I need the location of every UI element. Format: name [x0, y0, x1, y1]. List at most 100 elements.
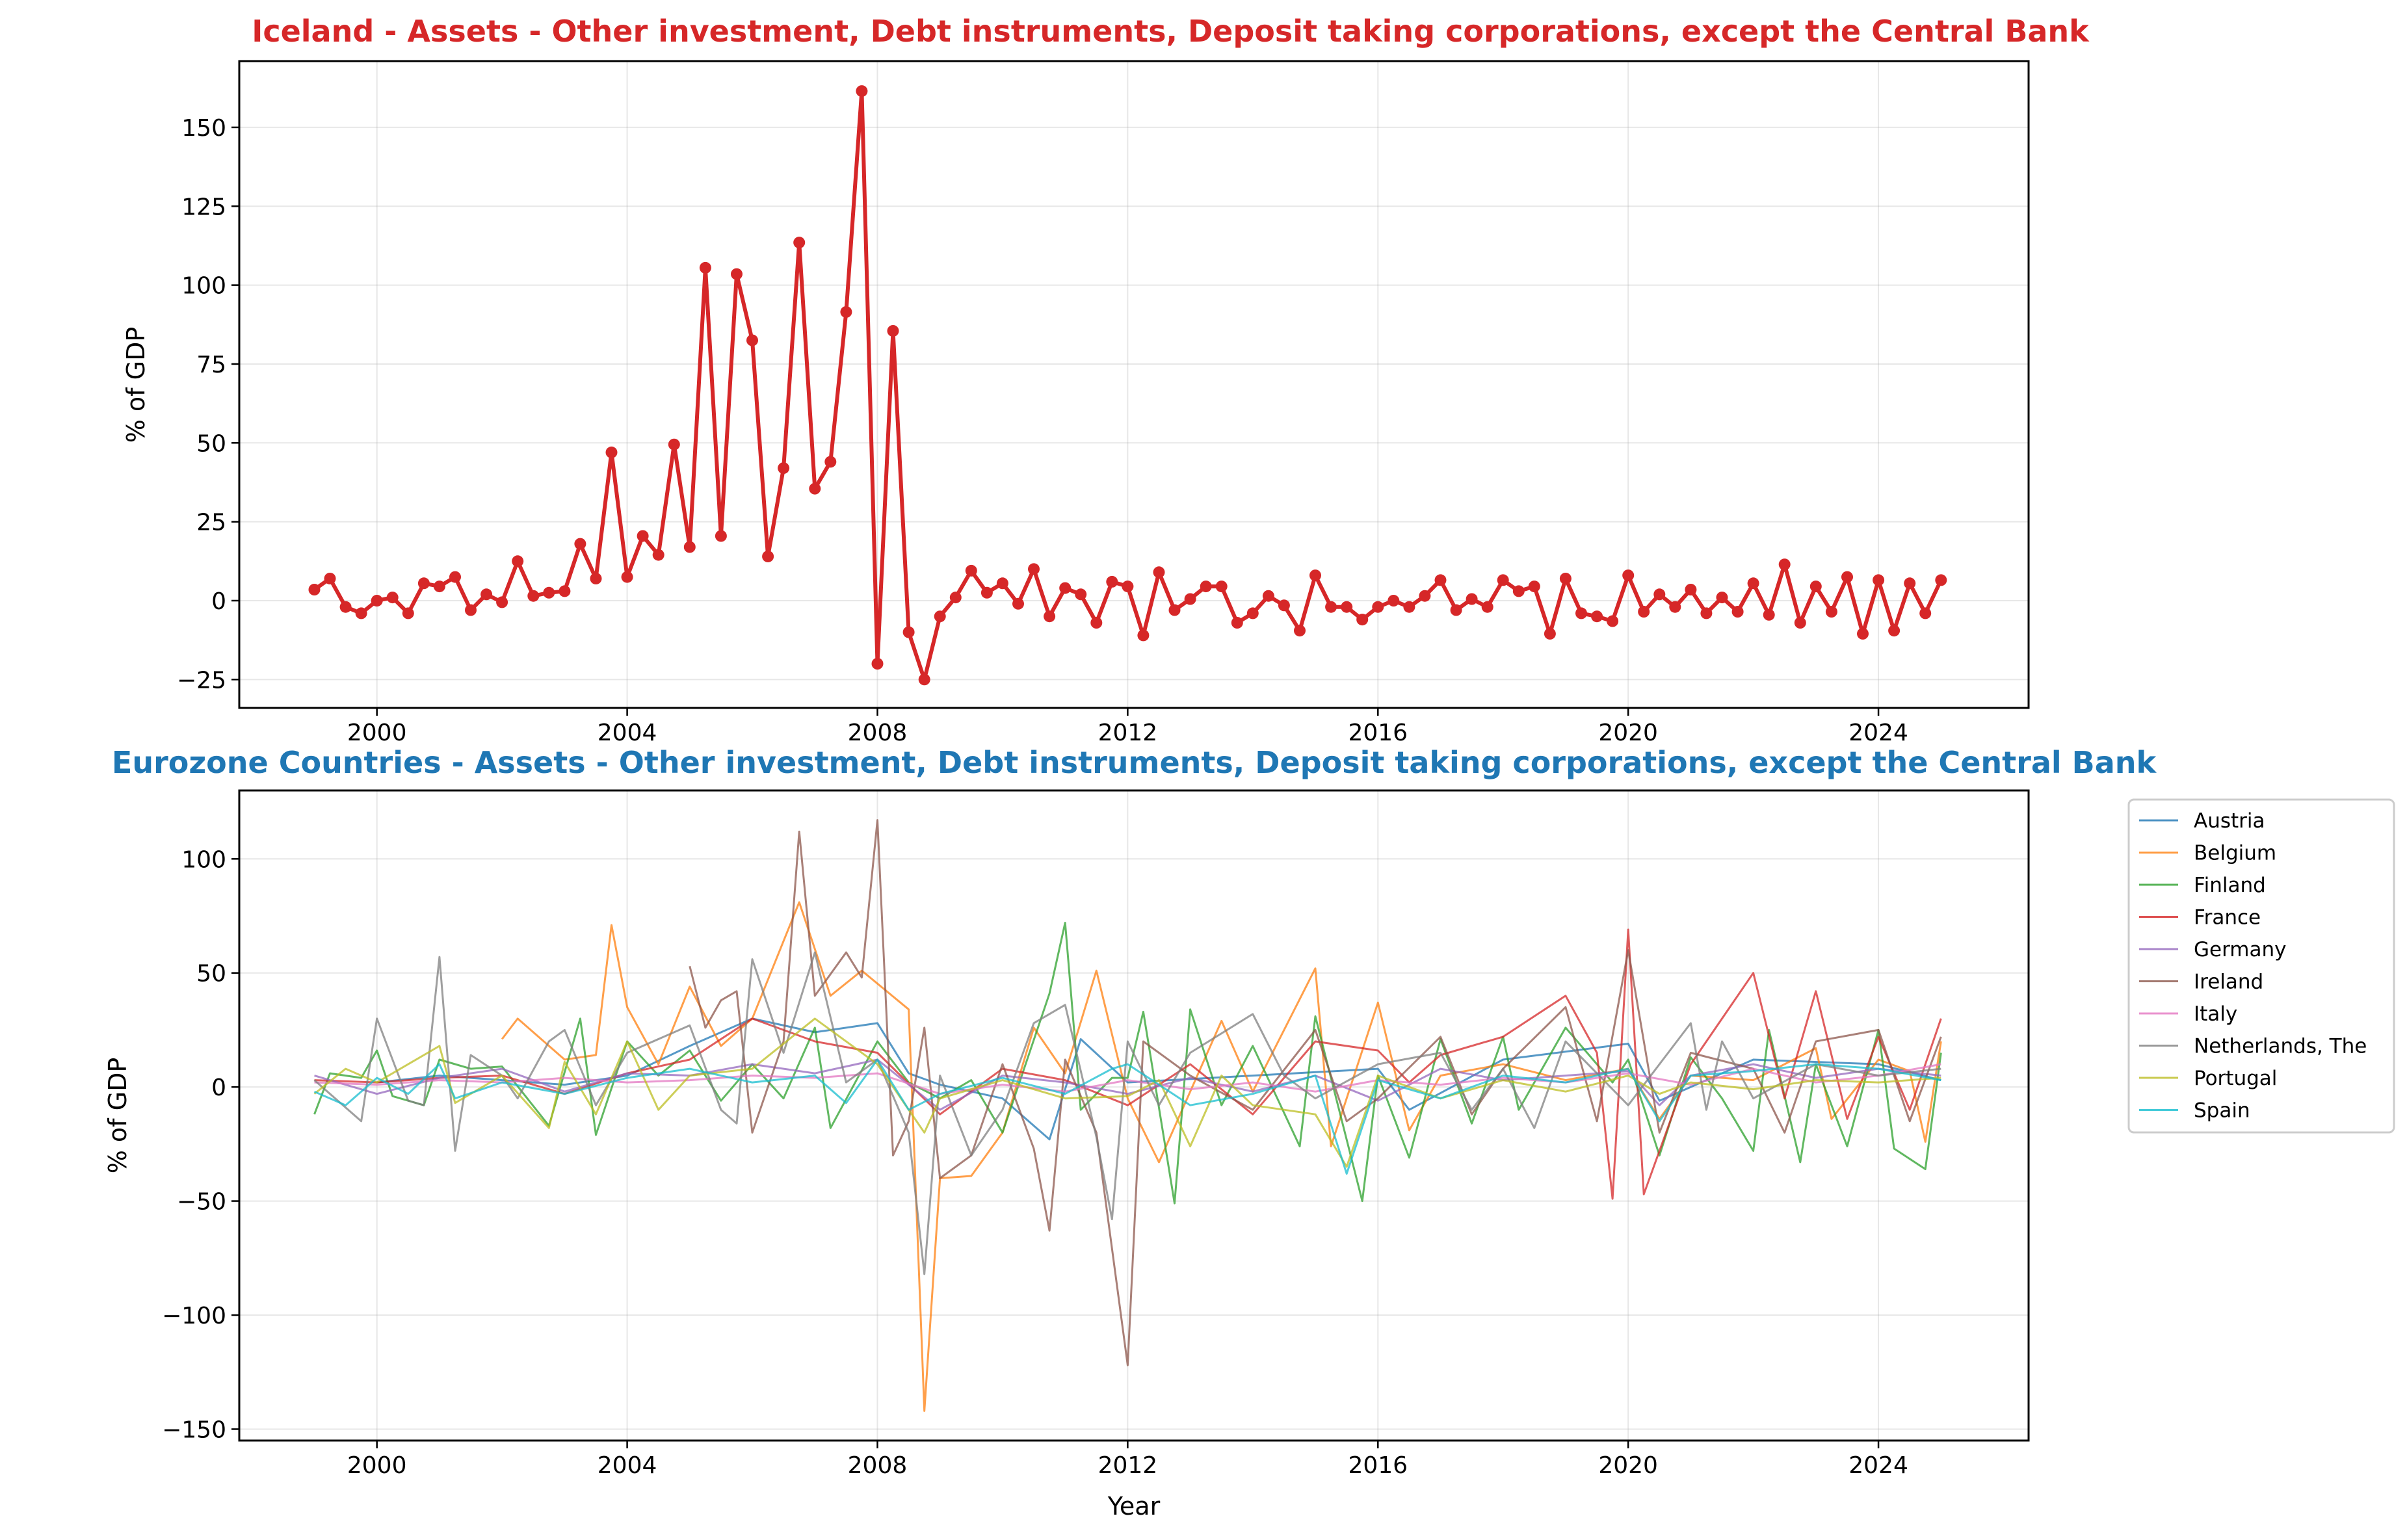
- legend-label-germany: Germany: [2194, 938, 2286, 961]
- eurozone-y-tick-label: 50: [196, 961, 226, 987]
- data-point-iceland: [778, 462, 790, 475]
- iceland-y-tick-label: −25: [177, 667, 226, 694]
- iceland-x-ticks: 2000 2004 2008 2012 2016 2020 2024: [347, 708, 1908, 746]
- iceland-y-tick-label: 75: [196, 352, 226, 378]
- data-point-iceland: [527, 590, 540, 602]
- data-point-iceland: [1262, 590, 1274, 602]
- data-point-iceland: [1794, 617, 1806, 629]
- data-point-iceland: [1809, 581, 1822, 593]
- data-point-iceland: [746, 334, 758, 346]
- eurozone-series: [313, 819, 1942, 1412]
- data-point-iceland: [1638, 606, 1650, 618]
- data-point-iceland: [1434, 574, 1447, 586]
- data-point-iceland: [1466, 593, 1478, 605]
- iceland-plot-frame: [238, 60, 2030, 709]
- data-point-iceland: [980, 586, 993, 599]
- data-point-iceland: [1075, 588, 1087, 601]
- data-point-iceland: [1028, 563, 1040, 575]
- data-point-iceland: [574, 538, 586, 550]
- data-point-iceland: [1059, 582, 1072, 594]
- iceland-gridlines: [239, 61, 2029, 708]
- iceland-y-tick-label: 25: [196, 510, 226, 536]
- legend-label-belgium: Belgium: [2194, 842, 2276, 865]
- eurozone-chart-title: Eurozone Countries - Assets - Other inve…: [112, 745, 2157, 780]
- data-point-iceland: [465, 604, 477, 616]
- iceland-x-tick-label: 2012: [1098, 720, 1158, 746]
- iceland-y-axis-label: % of GDP: [122, 327, 150, 443]
- eurozone-y-tick-label: 100: [181, 846, 226, 873]
- data-point-iceland: [1559, 573, 1572, 584]
- series-line-portugal: [313, 1017, 1941, 1168]
- eurozone-x-tick-label: 2000: [347, 1452, 407, 1479]
- eurozone-y-axis-label: % of GDP: [103, 1058, 132, 1174]
- data-point-iceland: [1403, 601, 1415, 613]
- iceland-y-tick-label: 50: [196, 430, 226, 457]
- data-point-iceland: [1153, 566, 1165, 579]
- data-point-iceland: [1904, 577, 1916, 590]
- legend-box: [2127, 798, 2395, 1134]
- eurozone-x-tick-label: 2012: [1098, 1452, 1158, 1479]
- eurozone-y-ticks: −150 −100 −50 0 50 100: [162, 846, 239, 1443]
- data-point-iceland: [1919, 607, 1932, 620]
- eurozone-y-tick-label: −100: [162, 1303, 226, 1329]
- data-point-iceland: [965, 564, 977, 577]
- iceland-x-tick-label: 2020: [1598, 720, 1658, 746]
- data-point-iceland: [1591, 610, 1603, 623]
- data-point-iceland: [1841, 571, 1853, 583]
- data-point-iceland: [1888, 625, 1901, 637]
- iceland-x-tick-label: 2004: [598, 720, 657, 746]
- data-point-iceland: [1090, 617, 1103, 629]
- data-point-iceland: [1294, 625, 1306, 637]
- data-point-iceland: [402, 607, 414, 620]
- data-point-iceland: [856, 85, 868, 98]
- data-point-iceland: [871, 658, 884, 670]
- data-point-iceland: [1106, 575, 1118, 588]
- legend-label-italy: Italy: [2194, 1002, 2237, 1026]
- iceland-y-tick-label: 150: [181, 115, 226, 142]
- data-point-iceland: [949, 592, 962, 604]
- legend-items: Austria Belgium Finland France Germany Irelan…: [2139, 809, 2367, 1123]
- data-point-iceland: [1341, 601, 1353, 613]
- data-point-iceland: [1044, 610, 1056, 623]
- eurozone-y-tick-label: 0: [211, 1075, 226, 1101]
- data-point-iceland: [1685, 584, 1697, 595]
- data-point-iceland: [417, 577, 430, 590]
- data-point-iceland: [731, 268, 743, 280]
- data-point-iceland: [699, 261, 711, 274]
- data-point-iceland: [1512, 585, 1525, 597]
- data-point-iceland: [1246, 607, 1259, 620]
- data-point-iceland: [559, 585, 571, 597]
- data-point-iceland: [1184, 593, 1196, 605]
- data-point-iceland: [621, 571, 633, 583]
- series-line-spain: [313, 1058, 1941, 1175]
- data-point-iceland: [793, 237, 806, 249]
- legend-label-finland: Finland: [2194, 874, 2266, 897]
- data-point-iceland: [1388, 595, 1400, 607]
- data-point-iceland: [480, 588, 493, 601]
- data-point-iceland: [1012, 597, 1024, 610]
- legend-label-france: France: [2194, 906, 2261, 930]
- series-line-france: [314, 928, 1942, 1200]
- data-point-iceland: [590, 573, 602, 584]
- iceland-x-tick-label: 2008: [848, 720, 908, 746]
- eurozone-x-tick-label: 2020: [1598, 1452, 1658, 1479]
- data-point-iceland: [386, 592, 399, 604]
- series-line-ireland: [689, 819, 1942, 1366]
- data-point-iceland: [637, 530, 649, 542]
- data-point-iceland: [1575, 607, 1587, 620]
- data-point-iceland: [1857, 627, 1869, 640]
- data-point-iceland: [1419, 590, 1431, 602]
- eurozone-y-tick-label: −50: [177, 1189, 226, 1216]
- eurozone-x-tick-label: 2016: [1348, 1452, 1408, 1479]
- data-point-iceland: [1622, 569, 1635, 582]
- eurozone-x-ticks: 2000 2004 2008 2012 2016 2020 2024: [347, 1441, 1908, 1479]
- iceland-panel: Iceland - Assets - Other investment, Deb…: [122, 14, 2090, 746]
- data-point-iceland: [934, 610, 946, 623]
- eurozone-x-tick-label: 2008: [848, 1452, 908, 1479]
- iceland-x-tick-label: 2016: [1348, 720, 1408, 746]
- data-point-iceland: [1607, 615, 1619, 627]
- data-point-iceland: [1825, 606, 1837, 618]
- eurozone-y-tick-label: −150: [162, 1416, 226, 1443]
- data-point-iceland: [1309, 569, 1321, 582]
